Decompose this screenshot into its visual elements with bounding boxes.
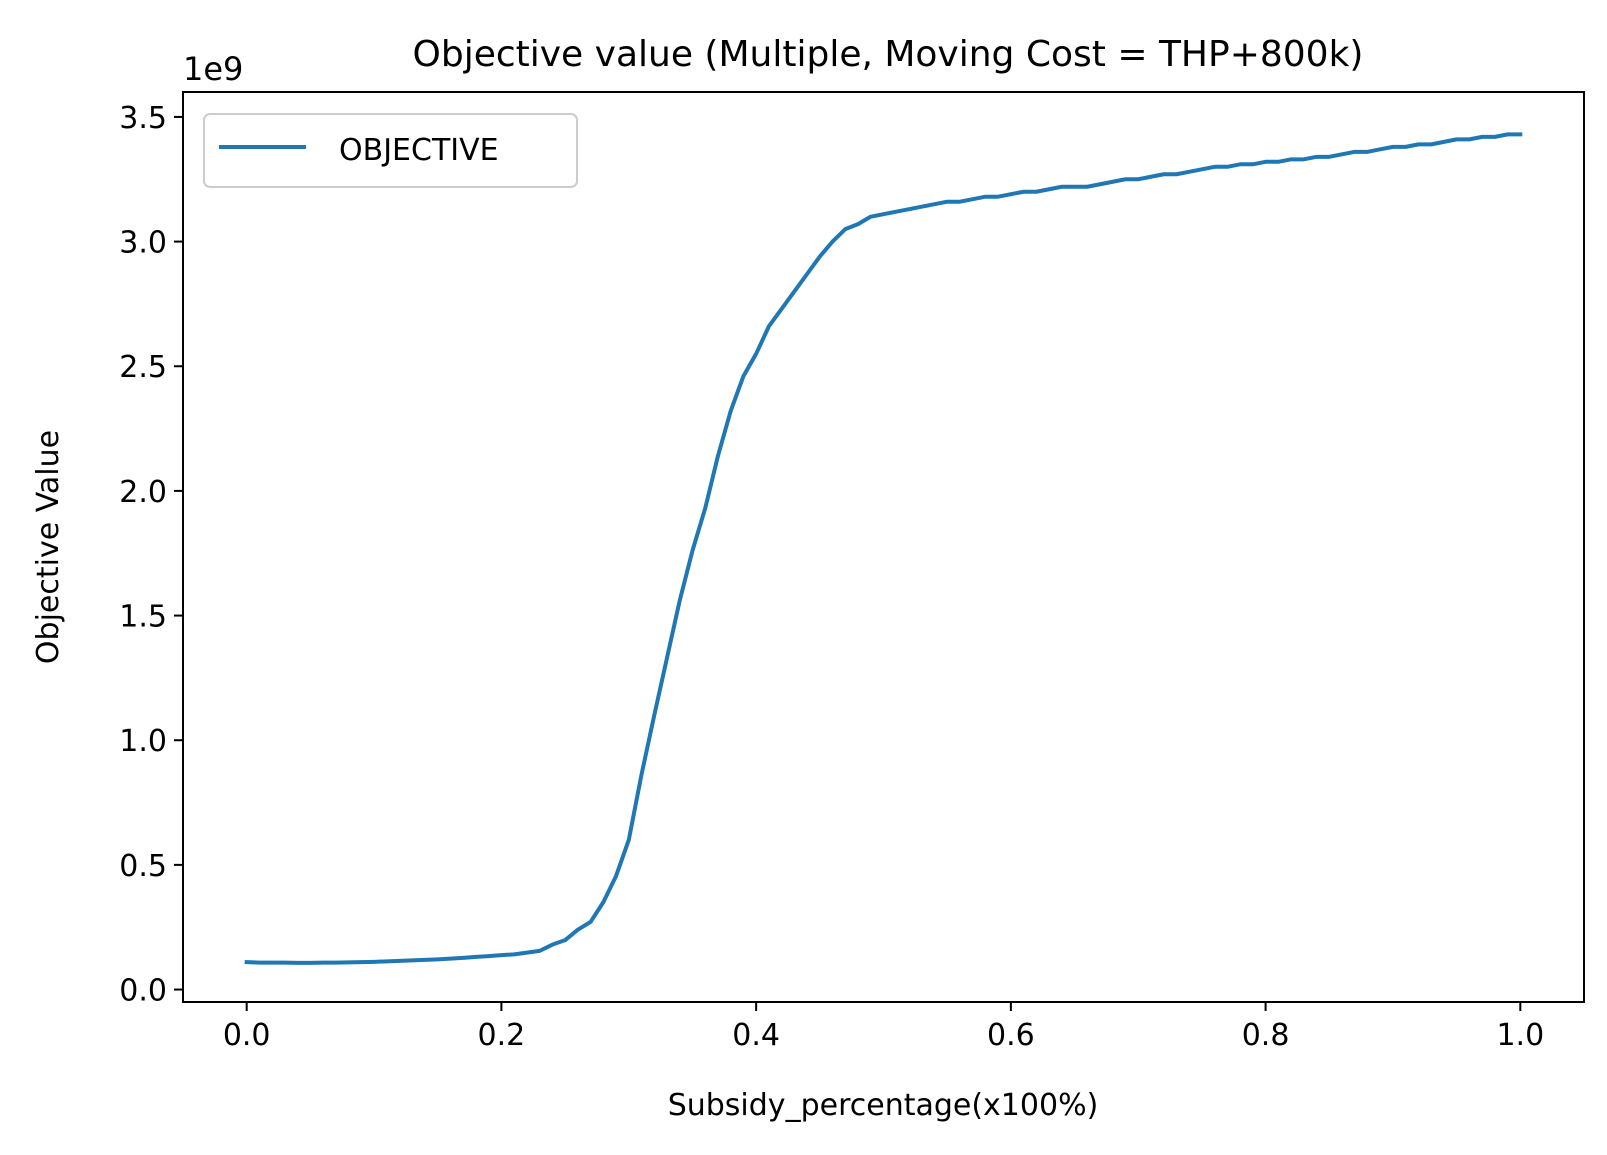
series-line-objective [244,132,1523,965]
y-tick-label: 2.0 [119,475,167,510]
legend-series-label: OBJECTIVE [339,133,499,168]
y-tick-label: 0.5 [119,849,167,884]
chart-title: Objective value (Multiple, Moving Cost =… [413,34,1364,75]
x-tick-label: 0.8 [1242,1018,1290,1053]
y-tick-label: 1.5 [119,600,167,635]
y-axis: 0.0 0.5 1.0 1.5 2.0 2.5 3.0 3.5 [119,101,183,1009]
y-tick-label: 1.0 [119,724,167,759]
axes-frame [182,91,1585,1003]
legend: OBJECTIVE [203,113,578,188]
y-tick-label: 2.5 [119,350,167,385]
x-tick-label: 0.6 [987,1018,1035,1053]
y-axis-label: Objective Value [31,430,66,664]
y-tick-label: 3.5 [119,101,167,136]
x-tick-label: 1.0 [1496,1018,1544,1053]
y-scale-offset-label: 1e9 [183,50,243,88]
x-tick-label: 0.2 [478,1018,526,1053]
legend-box [203,113,578,188]
x-tick-label: 0.4 [732,1018,780,1053]
x-tick-label: 0.0 [223,1018,271,1053]
x-axis: 0.0 0.2 0.4 0.6 0.8 1.0 [223,1002,1544,1053]
y-tick-label: 3.0 [119,226,167,261]
y-tick-label: 0.0 [119,974,167,1009]
plot-area [244,132,1523,965]
x-axis-label: Subsidy_percentage(x100%) [668,1088,1099,1123]
